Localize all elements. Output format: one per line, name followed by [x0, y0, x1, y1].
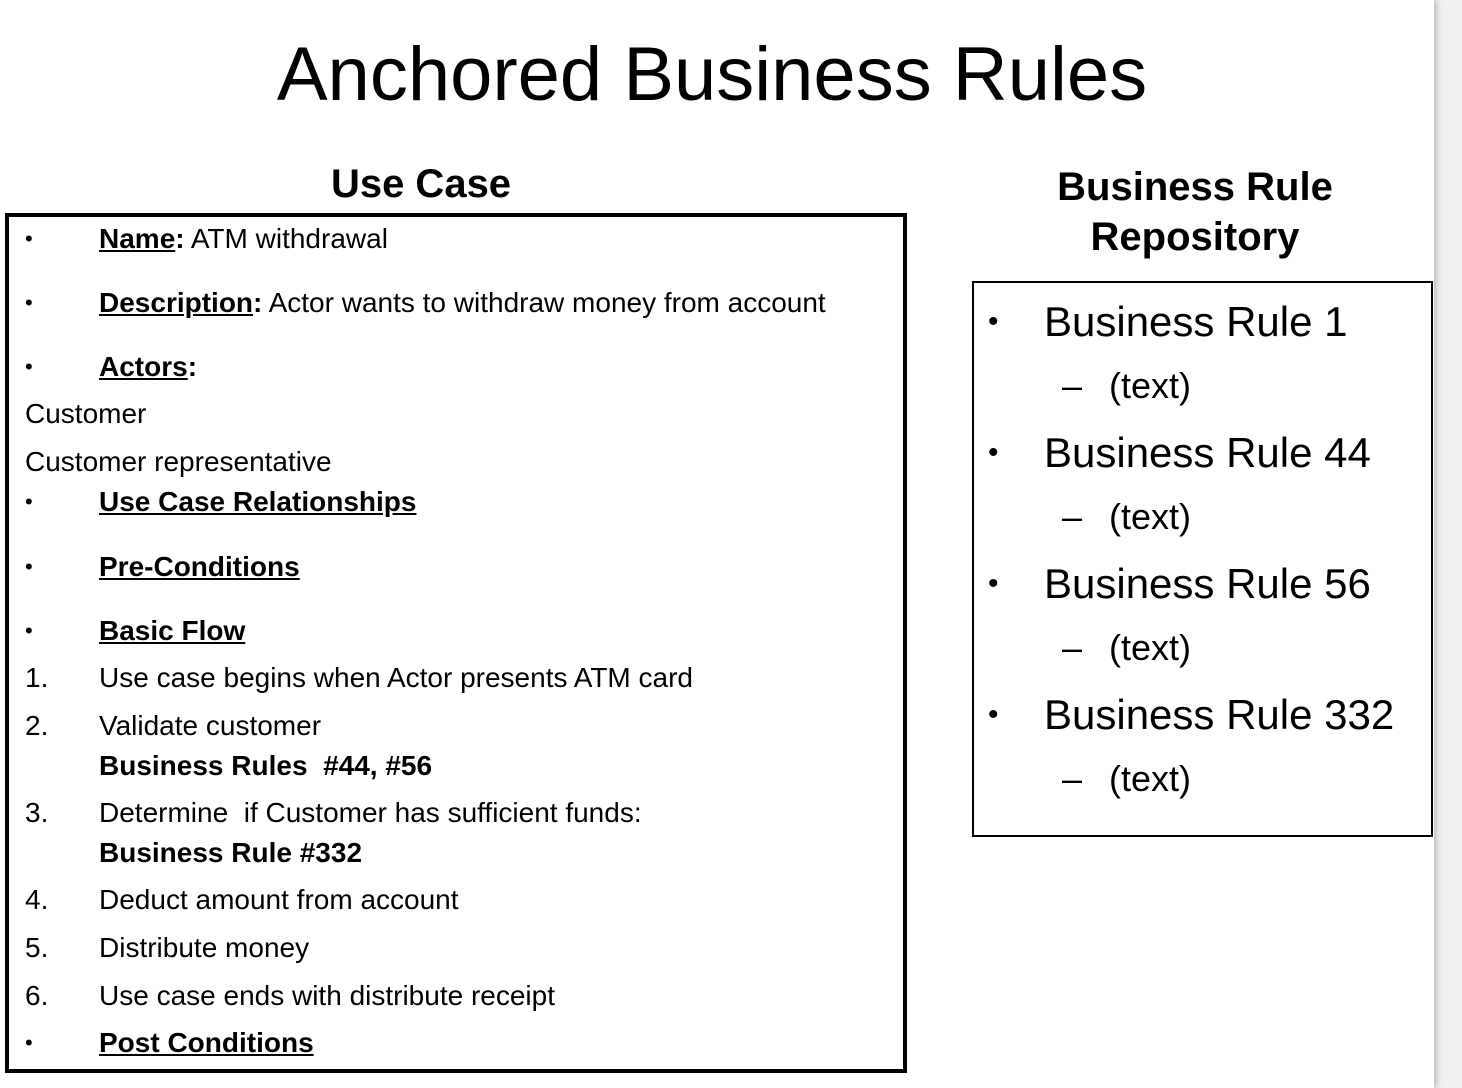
bullet-icon: • — [988, 305, 999, 338]
description-label: Description — [99, 287, 254, 318]
dash-icon: – — [1062, 496, 1083, 537]
name-value: ATM withdrawal — [190, 223, 388, 254]
bullet-icon: • — [25, 354, 33, 379]
dash-icon: – — [1062, 365, 1083, 406]
repository-heading: Business Rule Repository — [1057, 165, 1333, 259]
bullet-icon: • — [988, 567, 999, 600]
bullet-icon: • — [988, 436, 999, 469]
dash-icon: – — [1062, 758, 1083, 799]
basic-flow-label: Basic Flow — [99, 615, 246, 646]
repository-box: • Business Rule 1 – (text) • Business Ru… — [972, 281, 1433, 837]
rule-reference: Business Rules #44, #56 — [99, 750, 433, 781]
rule-reference: Business Rule #332 — [99, 837, 363, 868]
bullet-icon: • — [25, 1030, 33, 1055]
preconditions-label: Pre-Conditions — [99, 551, 300, 582]
use-case-box: • Name: ATM withdrawal • Description: Ac… — [5, 213, 907, 1073]
postconditions-label: Post Conditions — [99, 1027, 314, 1058]
actors-label: Actors — [99, 351, 188, 382]
bullet-icon: • — [25, 554, 33, 579]
actor-item: Customer — [25, 398, 147, 429]
actor-item: Customer representative — [25, 446, 332, 477]
bullet-icon: • — [25, 489, 33, 514]
use-case-heading: Use Case — [330, 162, 512, 206]
bullet-icon: • — [25, 226, 33, 251]
relationships-label: Use Case Relationships — [99, 486, 417, 517]
bullet-icon: • — [25, 618, 33, 643]
name-label: Name — [99, 223, 176, 254]
description-value: Actor wants to withdraw money from accou… — [268, 287, 826, 318]
slide-title: Anchored Business Rules — [276, 32, 1148, 117]
dash-icon: – — [1062, 627, 1083, 668]
bullet-icon: • — [25, 290, 33, 315]
bullet-icon: • — [988, 698, 999, 731]
